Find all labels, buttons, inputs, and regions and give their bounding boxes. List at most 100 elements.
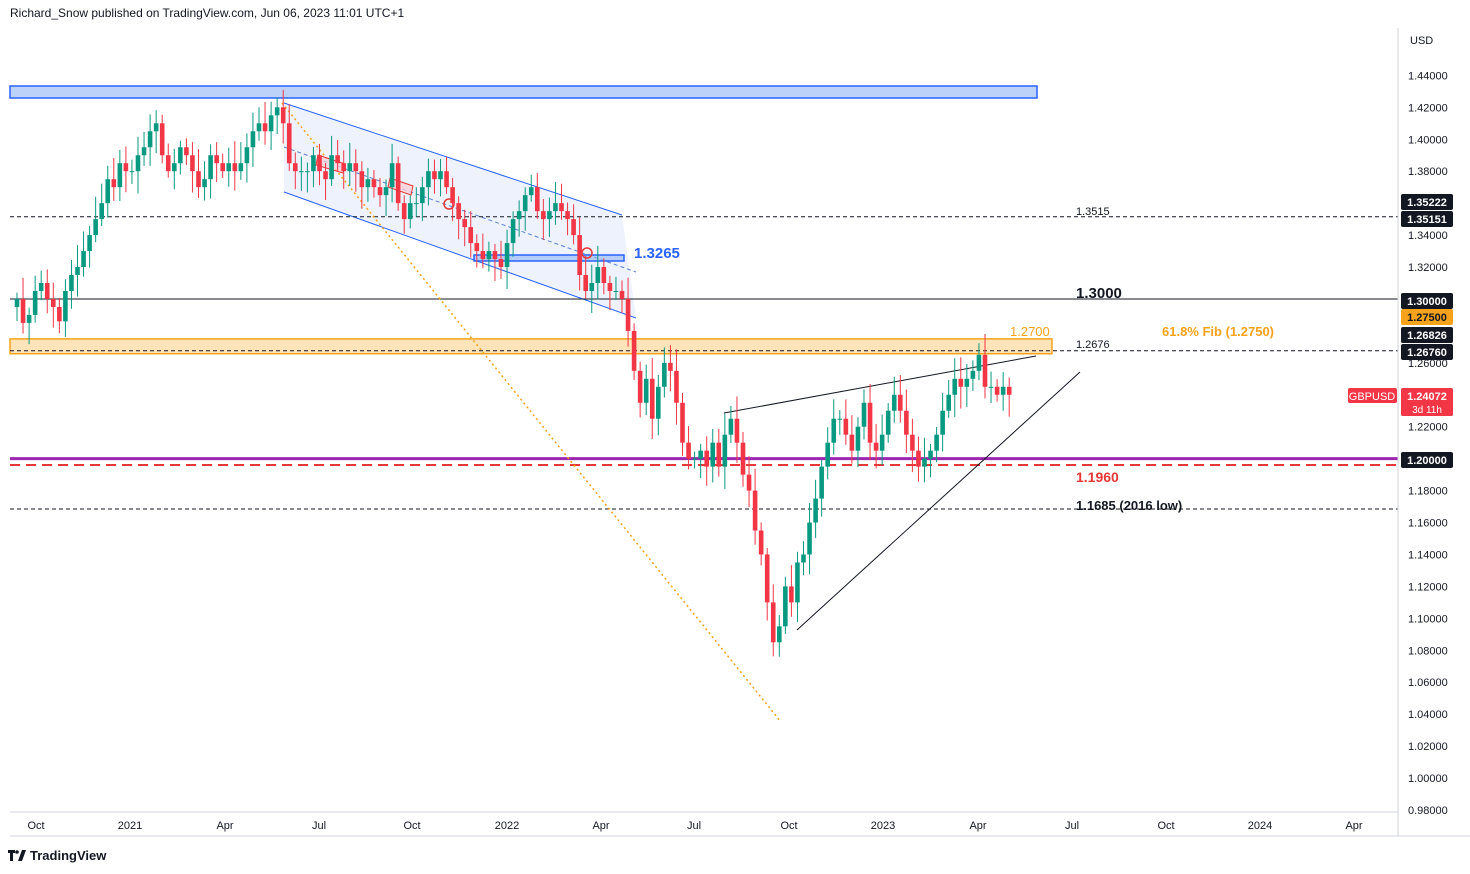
candle-body[interactable] [885, 410, 891, 435]
candle-body[interactable] [432, 171, 437, 180]
candle-body[interactable] [801, 554, 806, 563]
candle-body[interactable] [625, 298, 631, 331]
candle-body[interactable] [607, 282, 613, 291]
candle-body[interactable] [377, 187, 383, 196]
candle-body[interactable] [317, 155, 322, 172]
candle-body[interactable] [843, 418, 849, 435]
candle-body[interactable] [420, 187, 425, 204]
candle-body[interactable] [26, 314, 32, 323]
candle-body[interactable] [274, 107, 280, 116]
candle-body[interactable] [686, 442, 691, 459]
candle-body[interactable] [280, 107, 286, 124]
candle-body[interactable] [795, 562, 800, 603]
candle-body[interactable] [299, 171, 304, 173]
candle-body[interactable] [57, 306, 62, 322]
candle-body[interactable] [1000, 386, 1006, 395]
candle-body[interactable] [208, 155, 213, 180]
candle-body[interactable] [764, 554, 770, 603]
candle-body[interactable] [63, 290, 68, 322]
candle-body[interactable] [444, 171, 449, 188]
candle-body[interactable] [486, 251, 492, 260]
candle-body[interactable] [93, 219, 98, 236]
candle-body[interactable] [873, 442, 879, 451]
candle-body[interactable] [468, 227, 474, 244]
candle-body[interactable] [601, 267, 607, 283]
candle-body[interactable] [922, 458, 927, 467]
candle-body[interactable] [861, 402, 867, 427]
candle-body[interactable] [613, 290, 619, 292]
candle-body[interactable] [662, 362, 667, 387]
candle-body[interactable] [547, 211, 552, 220]
candle-body[interactable] [988, 386, 994, 388]
candle-body[interactable] [178, 147, 183, 164]
candle-body[interactable] [571, 219, 576, 236]
candle-body[interactable] [51, 298, 56, 307]
candle-body[interactable] [819, 466, 824, 499]
candle-body[interactable] [692, 458, 697, 460]
candle-body[interactable] [353, 163, 359, 172]
candle-body[interactable] [680, 402, 685, 443]
candle-body[interactable] [329, 155, 334, 180]
candle-body[interactable] [244, 147, 250, 164]
candle-body[interactable] [69, 275, 74, 291]
candle-body[interactable] [807, 522, 812, 555]
candle-body[interactable] [934, 434, 939, 451]
candle-body[interactable] [553, 203, 558, 212]
candle-body[interactable] [341, 163, 346, 172]
candle-body[interactable] [480, 251, 486, 260]
candle-body[interactable] [976, 354, 982, 371]
candle-body[interactable] [740, 442, 746, 475]
candle-body[interactable] [14, 298, 20, 307]
candle-body[interactable] [704, 450, 709, 467]
candle-body[interactable] [99, 203, 104, 220]
candle-body[interactable] [226, 163, 232, 172]
candle-body[interactable] [891, 394, 897, 411]
candle-body[interactable] [286, 123, 292, 164]
candle-body[interactable] [970, 370, 976, 379]
candle-body[interactable] [722, 434, 728, 467]
candle-body[interactable] [789, 586, 794, 603]
candle-body[interactable] [619, 290, 625, 299]
candle-body[interactable] [813, 498, 818, 523]
candle-body[interactable] [994, 386, 1000, 395]
candle-body[interactable] [262, 123, 268, 132]
candle-body[interactable] [123, 163, 129, 172]
candle-body[interactable] [528, 187, 534, 196]
candle-body[interactable] [504, 243, 510, 268]
candle-body[interactable] [541, 211, 546, 220]
candle-body[interactable] [855, 426, 861, 451]
candle-body[interactable] [982, 354, 988, 387]
candle-body[interactable] [752, 490, 758, 531]
candle-body[interactable] [643, 378, 649, 403]
candle-body[interactable] [516, 211, 522, 220]
candle-body[interactable] [758, 530, 764, 555]
candle-body[interactable] [770, 602, 776, 643]
candle-body[interactable] [147, 131, 153, 148]
candle-body[interactable] [38, 282, 44, 291]
candle-body[interactable] [426, 171, 431, 188]
candle-body[interactable] [649, 378, 655, 419]
candle-body[interactable] [637, 370, 643, 403]
candle-body[interactable] [867, 402, 873, 443]
candle-body[interactable] [589, 282, 595, 291]
candle-body[interactable] [668, 362, 673, 371]
candle-body[interactable] [371, 179, 377, 188]
candle-body[interactable] [238, 163, 244, 172]
candle-body[interactable] [159, 123, 165, 156]
candle-body[interactable] [450, 187, 455, 204]
candle-body[interactable] [81, 251, 86, 268]
candle-body[interactable] [559, 203, 564, 212]
candle-body[interactable] [323, 171, 328, 180]
candle-body[interactable] [583, 275, 588, 291]
candle-body[interactable] [111, 179, 117, 188]
candle-body[interactable] [190, 155, 195, 172]
candle-body[interactable] [831, 418, 837, 443]
candle-body[interactable] [214, 155, 219, 164]
candle-body[interactable] [220, 163, 225, 172]
candle-body[interactable] [184, 147, 189, 156]
candle-body[interactable] [311, 155, 316, 172]
candle-body[interactable] [365, 179, 371, 188]
candle-body[interactable] [958, 378, 964, 387]
candle-body[interactable] [498, 259, 504, 268]
